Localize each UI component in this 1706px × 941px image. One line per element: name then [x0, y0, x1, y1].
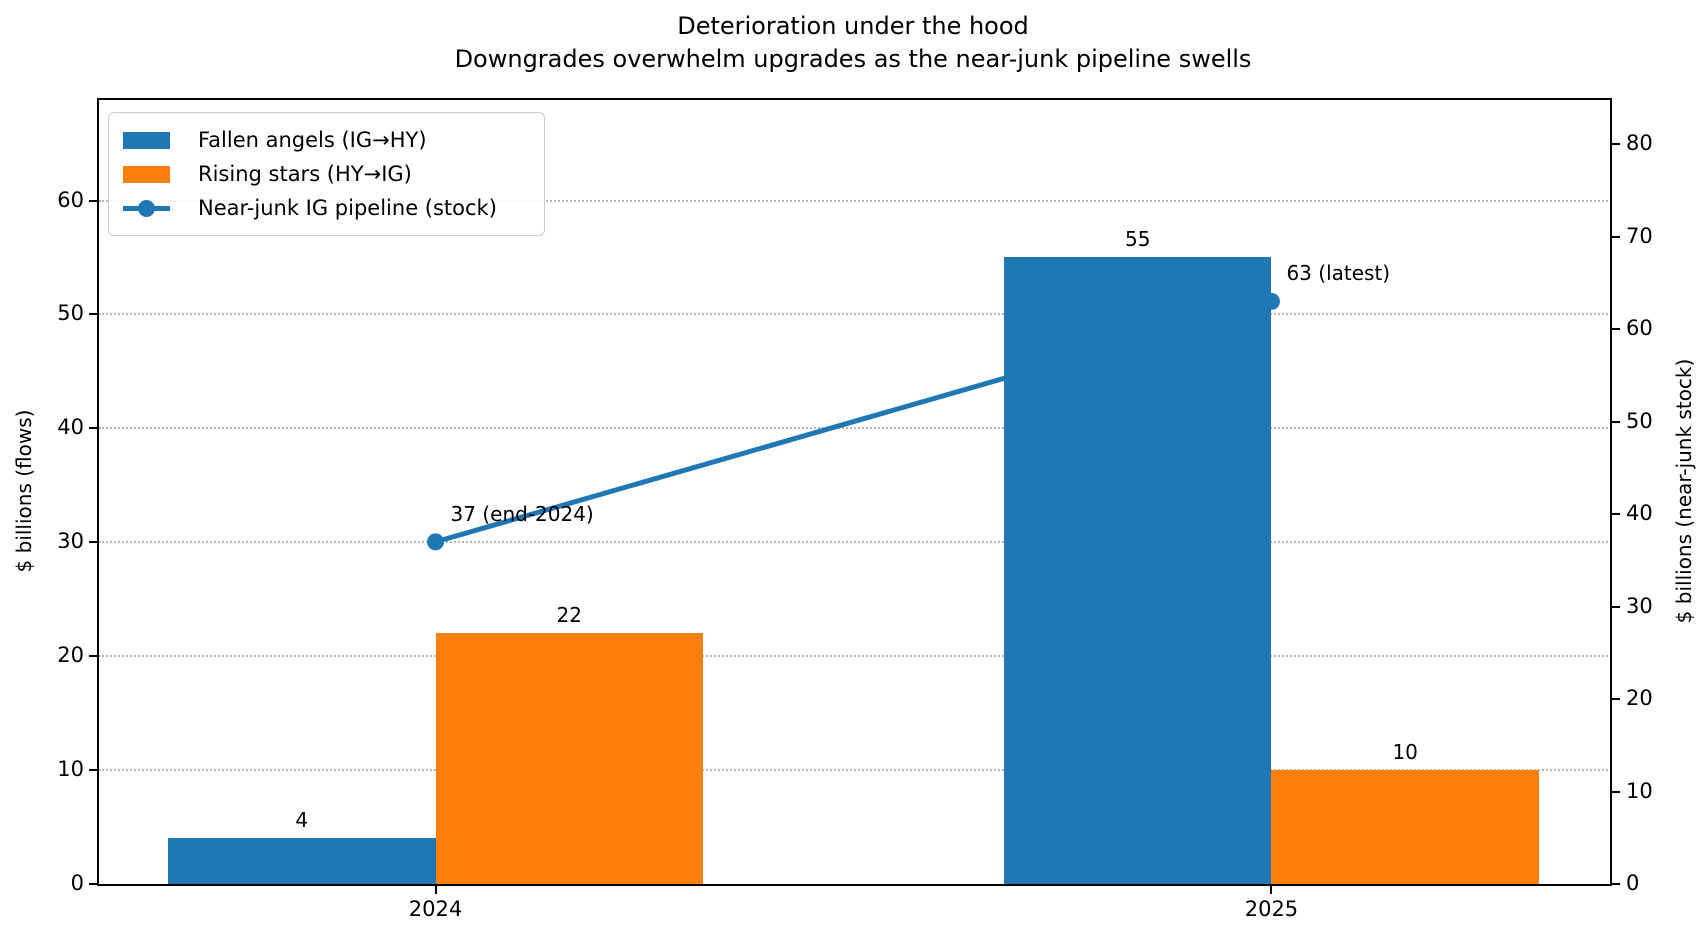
- bar-fallen-angels-2025: [1003, 257, 1272, 884]
- left-tick-label: 60: [57, 187, 84, 212]
- x-tick-mark: [1270, 886, 1273, 894]
- legend-label: Fallen angels (IG→HY): [198, 128, 427, 152]
- right-tick-label: 0: [1626, 871, 1640, 895]
- left-tick-mark: [89, 883, 97, 885]
- legend-swatch-blue-bar: [123, 131, 170, 149]
- right-tick-mark: [1612, 513, 1620, 516]
- right-tick-label: 20: [1626, 686, 1653, 711]
- legend-dot-icon: [138, 199, 155, 217]
- gridline-y20: [99, 655, 1608, 658]
- bar-rising-stars-2024: [435, 633, 704, 884]
- right-tick-label: 30: [1626, 593, 1653, 618]
- right-tick-label: 10: [1626, 778, 1653, 803]
- gridline-y30: [99, 541, 1608, 544]
- right-axis-title: $ billions (near-junk stock): [1672, 358, 1696, 624]
- right-tick-mark: [1612, 328, 1620, 331]
- left-tick-label: 50: [57, 301, 84, 326]
- right-tick-mark: [1612, 698, 1620, 701]
- right-tick-label: 70: [1626, 223, 1653, 248]
- legend-row-fallen-angels: Fallen angels (IG→HY): [123, 123, 530, 157]
- legend-line-marker-sample: [123, 199, 170, 217]
- legend-row-rising-stars: Rising stars (HY→IG): [123, 157, 530, 191]
- left-tick-mark: [89, 199, 97, 202]
- x-tick-label: 2025: [1244, 897, 1299, 921]
- legend-swatch-orange-bar: [123, 165, 170, 183]
- right-tick-mark: [1612, 235, 1620, 238]
- left-tick-label: 10: [57, 757, 84, 782]
- right-tick-label: 60: [1626, 316, 1653, 341]
- right-tick-label: 40: [1626, 501, 1653, 526]
- line-point-annotation: 37 (end-2024): [450, 501, 594, 526]
- legend-row-pipeline: Near-junk IG pipeline (stock): [123, 191, 530, 225]
- bar-value-label: 4: [295, 808, 309, 833]
- left-tick-mark: [89, 427, 97, 430]
- gridline-y40: [99, 427, 1608, 430]
- bar-value-label: 55: [1124, 227, 1151, 252]
- chart-title-block: Deterioration under the hood Downgrades …: [0, 10, 1706, 76]
- left-tick-mark: [89, 313, 97, 316]
- left-tick-label: 30: [57, 529, 84, 554]
- gridline-y50: [99, 313, 1608, 316]
- right-tick-label: 50: [1626, 408, 1653, 433]
- right-tick-mark: [1612, 605, 1620, 608]
- right-tick-label: 80: [1626, 131, 1653, 156]
- gridline-y10: [99, 769, 1608, 772]
- bar-value-label: 22: [556, 603, 582, 628]
- bar-fallen-angels-2024: [168, 838, 436, 884]
- left-tick-label: 20: [57, 643, 84, 668]
- legend-label: Near-junk IG pipeline (stock): [198, 196, 497, 220]
- chart-title: Deterioration under the hood: [677, 12, 1029, 40]
- right-tick-mark: [1612, 143, 1620, 146]
- right-tick-mark: [1612, 883, 1620, 885]
- left-tick-label: 0: [70, 871, 84, 895]
- left-tick-mark: [89, 541, 97, 544]
- chart-subtitle: Downgrades overwhelm upgrades as the nea…: [454, 45, 1252, 73]
- left-tick-mark: [89, 769, 97, 772]
- left-tick-mark: [89, 655, 97, 658]
- x-tick-label: 2024: [408, 897, 463, 921]
- right-tick-mark: [1612, 790, 1620, 793]
- line-point-annotation: 63 (latest): [1286, 261, 1391, 286]
- gridline-y60: [99, 199, 1608, 202]
- x-tick-mark: [434, 886, 437, 894]
- legend-label: Rising stars (HY→IG): [198, 162, 412, 186]
- left-tick-label: 40: [57, 415, 84, 440]
- bar-value-label: 10: [1392, 740, 1418, 765]
- right-tick-mark: [1612, 420, 1620, 423]
- legend: Fallen angels (IG→HY) Rising stars (HY→I…: [108, 112, 545, 236]
- bar-rising-stars-2025: [1271, 770, 1539, 884]
